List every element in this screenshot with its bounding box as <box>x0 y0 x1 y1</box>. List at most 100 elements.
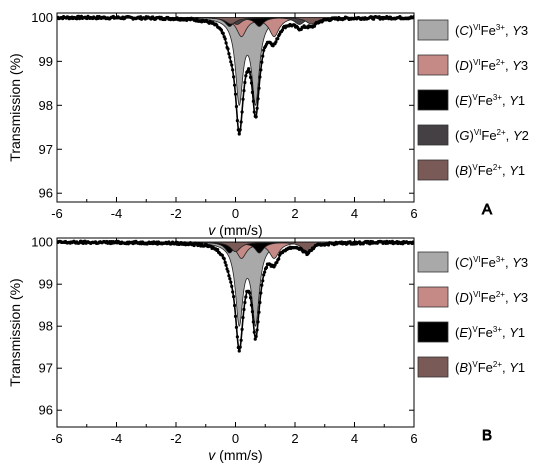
data-point <box>233 314 238 318</box>
data-point <box>261 279 265 283</box>
y-tick-label: 99 <box>39 54 53 69</box>
legend-entry-C: (C)VIFe3+, Y3 <box>455 23 528 38</box>
x-tick-label: -6 <box>51 431 63 446</box>
y-tick-label: 100 <box>31 10 53 25</box>
data-point <box>251 320 255 324</box>
legend-swatch-E <box>417 89 449 111</box>
legend-entry-E: (E)VFe3+, Y1 <box>455 93 525 108</box>
data-point <box>258 300 262 305</box>
data-point <box>249 81 254 85</box>
x-tick-label: 4 <box>351 431 358 446</box>
y-tick-label: 96 <box>39 403 53 418</box>
legend-entry-C: (C)VIFe3+, Y3 <box>455 255 528 270</box>
chart-panel-B: -6 -4 -2 0 2 4 6 96 97 98 99 100 v (mm/s) Transmissio… <box>7 235 528 463</box>
data-point <box>232 303 237 308</box>
legend-swatch-E <box>417 321 449 343</box>
legend-entry-B: (B)VFe2+, Y1 <box>455 163 525 178</box>
data-point <box>216 248 220 252</box>
x-tick-label: 0 <box>232 431 239 446</box>
data-point <box>256 97 260 101</box>
data-point <box>250 310 255 314</box>
data-point <box>262 273 266 277</box>
data-point <box>243 300 247 305</box>
data-point <box>248 75 253 79</box>
y-tick-label: 98 <box>39 319 53 334</box>
x-tick-label: -2 <box>170 431 182 446</box>
data-point <box>253 337 257 341</box>
data-point <box>247 291 252 295</box>
data-point <box>192 243 196 248</box>
x-axis-title: v (mm/s) <box>208 222 262 238</box>
legend-entry-E: (E)VFe3+, Y1 <box>455 325 525 340</box>
plot-area <box>57 239 414 353</box>
data-point <box>234 325 239 329</box>
data-point <box>259 291 263 295</box>
data-point <box>261 54 265 58</box>
data-point <box>243 80 247 85</box>
data-point <box>263 270 267 274</box>
x-tick-label: -4 <box>111 206 123 221</box>
legend-swatch-B <box>417 159 449 181</box>
data-point <box>229 280 233 284</box>
data-point <box>227 274 231 278</box>
legend: (C)VIFe3+, Y3 (D)VIFe2+, Y3 (E)VFe3+, Y1 (B… <box>417 251 528 378</box>
x-tick-label: 4 <box>351 206 358 221</box>
legend-entry-G: (G)VIFe2+, Y2 <box>455 128 529 143</box>
panel-letter: A <box>482 201 492 218</box>
data-point <box>258 75 262 79</box>
data-point <box>254 334 258 339</box>
data-point <box>232 83 237 87</box>
data-point <box>235 335 239 339</box>
legend-entry-D: (D)VIFe2+, Y3 <box>455 290 528 305</box>
x-tick-label: -2 <box>170 206 182 221</box>
legend-entry-D: (D)VIFe2+, Y3 <box>455 58 528 73</box>
x-tick-label: 0 <box>232 206 239 221</box>
data-point <box>252 110 256 114</box>
data-point <box>222 257 226 261</box>
data-point <box>232 294 236 299</box>
x-tick-label: 2 <box>291 206 298 221</box>
data-point <box>238 128 242 132</box>
x-tick-label: 6 <box>410 431 417 446</box>
legend-swatch-C <box>417 19 449 41</box>
legend-swatch-D <box>417 286 449 308</box>
data-point <box>223 37 227 41</box>
data-point <box>276 37 280 41</box>
y-axis-title: Transmission (%) <box>7 53 23 161</box>
experimental-points <box>57 239 414 353</box>
data-point <box>241 97 245 101</box>
data-point <box>252 330 256 334</box>
data-point <box>232 75 236 79</box>
data-point <box>239 338 243 342</box>
data-point <box>220 253 224 257</box>
data-point <box>226 269 230 274</box>
data-point <box>231 290 235 294</box>
data-point <box>244 295 248 299</box>
data-point <box>233 92 238 96</box>
data-point <box>241 315 245 320</box>
y-tick-label: 96 <box>39 186 53 201</box>
data-point <box>250 90 255 94</box>
data-point <box>264 265 269 270</box>
data-point <box>255 106 259 110</box>
y-tick-label: 99 <box>39 277 53 292</box>
data-point <box>262 48 266 52</box>
data-point <box>277 257 281 261</box>
data-point <box>242 89 246 93</box>
data-point <box>237 132 241 136</box>
x-tick-label: -6 <box>51 206 63 221</box>
experimental-points <box>57 14 414 136</box>
data-point <box>229 60 233 64</box>
y-tick-label: 98 <box>39 98 53 113</box>
data-point <box>238 345 242 349</box>
y-axis-title: Transmission (%) <box>7 278 23 386</box>
plot-area <box>57 14 414 136</box>
data-point <box>240 110 244 114</box>
data-point <box>280 28 285 32</box>
x-tick-label: 2 <box>291 431 298 446</box>
data-point <box>228 277 232 281</box>
data-point <box>240 327 244 331</box>
data-point <box>235 119 239 123</box>
x-tick-label: 6 <box>410 206 417 221</box>
